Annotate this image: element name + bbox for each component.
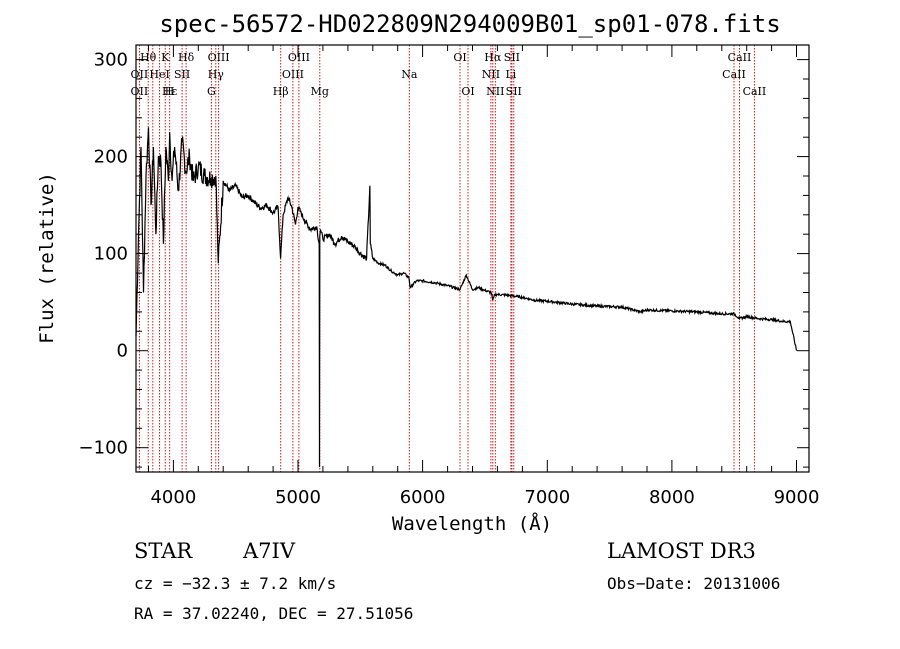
- y-tick-label: 100: [94, 244, 128, 265]
- line-label: Hα: [484, 51, 502, 64]
- chart-title: spec-56572-HD022809N294009B01_sp01-078.f…: [159, 10, 780, 38]
- line-label: SII: [174, 68, 190, 81]
- x-tick-label: 8000: [649, 487, 695, 508]
- x-tick-label: 7000: [524, 487, 570, 508]
- line-label: OII: [131, 68, 149, 81]
- line-label: Li: [505, 68, 516, 81]
- spectrum-line: [135, 127, 798, 468]
- line-label: OIII: [208, 51, 230, 64]
- x-tick-label: 9000: [774, 487, 820, 508]
- survey-name: LAMOST DR3: [607, 539, 756, 563]
- line-label: CaII: [722, 68, 746, 81]
- x-axis-ticks: 4000 5000 6000 7000 8000 9000: [148, 45, 820, 508]
- spectral-line-markers: [138, 45, 755, 472]
- line-label: OI: [461, 85, 474, 98]
- observation-date: Obs−Date: 20131006: [607, 574, 780, 593]
- line-label: G: [207, 85, 216, 98]
- y-tick-label: 300: [94, 50, 128, 71]
- line-label: Mg: [311, 85, 329, 98]
- line-label: H: [165, 85, 175, 98]
- line-label: Hε: [162, 85, 178, 98]
- line-label: CaII: [728, 51, 752, 64]
- line-label: OIII: [288, 51, 310, 64]
- line-label: Hθ: [140, 51, 157, 64]
- coordinates: RA = 37.02240, DEC = 27.51056: [134, 604, 413, 623]
- y-axis-label: Flux (relative): [36, 172, 58, 344]
- y-tick-label: −100: [79, 438, 128, 459]
- line-label: NII: [486, 85, 504, 98]
- line-label: SII: [504, 51, 520, 64]
- line-label: OI: [453, 51, 466, 64]
- spectral-subclass: A7IV: [242, 539, 296, 563]
- line-label: OIII: [282, 68, 304, 81]
- line-label: Hγ: [208, 68, 225, 81]
- x-tick-label: 6000: [400, 487, 446, 508]
- y-tick-label: 200: [94, 147, 128, 168]
- line-label: NII: [482, 68, 500, 81]
- line-label: CaII: [743, 85, 767, 98]
- x-axis-label: Wavelength (Å): [392, 512, 552, 535]
- line-label: OII: [131, 85, 149, 98]
- line-label: HeI: [149, 68, 169, 81]
- x-tick-label: 4000: [150, 487, 196, 508]
- object-type: STAR: [134, 539, 193, 563]
- y-axis-ticks: −100 0 100 200 300: [79, 50, 809, 468]
- redshift-cz: cz = −32.3 ± 7.2 km/s: [134, 574, 336, 593]
- plot-frame: [135, 44, 810, 473]
- spectral-line-labels: Hθ OII OII K HeI Hε Hδ SII H OIII Hγ G Hβ OIII OIII Mg N…: [131, 51, 767, 98]
- line-label: Na: [401, 68, 418, 81]
- line-label: Hδ: [178, 51, 195, 64]
- x-tick-label: 5000: [275, 487, 321, 508]
- y-tick-label: 0: [117, 341, 128, 362]
- line-label: Hβ: [273, 85, 289, 98]
- line-label: SII: [506, 85, 522, 98]
- line-label: K: [161, 51, 170, 64]
